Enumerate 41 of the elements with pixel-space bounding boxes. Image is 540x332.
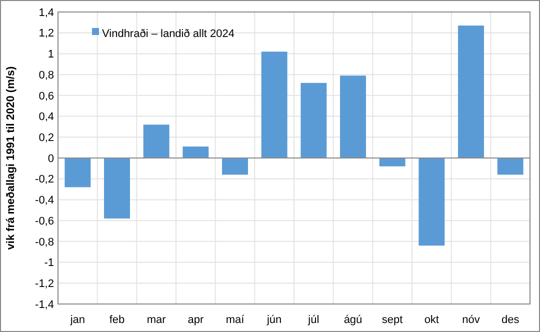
y-tick-label: 0,4 <box>38 111 54 124</box>
x-tick-label: nóv <box>462 314 480 326</box>
y-tick-label: 0,2 <box>38 132 54 144</box>
y-tick-label: -1 <box>44 257 54 270</box>
bar <box>379 158 406 166</box>
bar <box>418 158 445 246</box>
bar <box>340 76 366 158</box>
x-tick-label: okt <box>424 314 440 326</box>
x-tick-label: ágú <box>344 314 362 326</box>
x-tick-label: maí <box>226 314 246 326</box>
y-tick-label: -0,2 <box>35 174 54 186</box>
x-tick-label: mar <box>146 314 166 326</box>
x-tick-label: sept <box>382 314 403 326</box>
y-axis-title: vik frá meðallagi 1991 til 2020 (m/s) <box>5 66 17 250</box>
y-tick-label: -1,4 <box>35 298 54 311</box>
bar <box>261 52 288 158</box>
x-tick-label: jún <box>266 314 282 326</box>
y-tick-label: -0,4 <box>35 194 54 207</box>
bar <box>104 158 130 218</box>
y-tick-label: 1 <box>48 48 54 61</box>
x-tick-label: apr <box>188 314 204 326</box>
y-tick-label: -0,6 <box>35 215 54 228</box>
bar <box>222 158 248 175</box>
x-tick-label: feb <box>109 314 125 326</box>
legend-label: Vindhraði – landið allt 2024 <box>102 28 235 40</box>
bar <box>300 82 327 158</box>
bar <box>497 158 524 175</box>
bar <box>64 158 91 188</box>
y-tick-label: 1,2 <box>38 28 54 40</box>
x-tick-label: júl <box>307 314 320 326</box>
bar <box>182 146 209 158</box>
y-tick-label: 1,4 <box>38 6 54 19</box>
bar <box>458 26 484 158</box>
y-tick-label: 0 <box>48 152 54 165</box>
bar <box>143 124 170 158</box>
y-tick-label: -0,8 <box>35 236 54 248</box>
x-tick-label: des <box>501 314 520 326</box>
x-tick-label: jan <box>69 314 86 326</box>
y-tick-label: -1,2 <box>35 278 54 290</box>
y-tick-label: 0,6 <box>38 90 54 102</box>
y-tick-label: 0,8 <box>38 69 54 82</box>
